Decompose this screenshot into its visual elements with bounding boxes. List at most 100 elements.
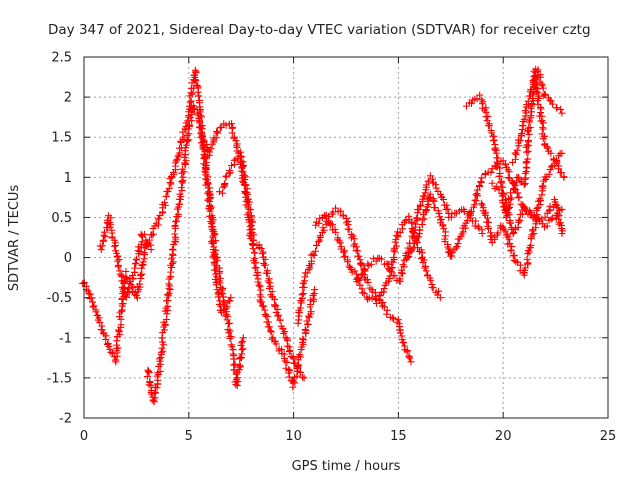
data-point	[92, 308, 100, 316]
data-point	[553, 104, 561, 112]
data-point	[391, 272, 399, 280]
data-point	[470, 201, 478, 209]
data-point	[106, 345, 114, 353]
data-point	[289, 383, 297, 391]
data-point	[285, 348, 293, 356]
data-point	[389, 314, 397, 322]
data-point	[511, 155, 519, 163]
data-point	[345, 225, 353, 233]
data-point	[332, 228, 340, 236]
data-point	[251, 264, 259, 272]
data-point	[195, 92, 203, 100]
y-tick-label: 1.5	[51, 131, 72, 146]
data-point	[221, 179, 229, 187]
data-point	[210, 230, 218, 238]
data-point	[310, 251, 318, 259]
data-point	[156, 355, 164, 363]
data-point	[554, 165, 562, 173]
data-point	[238, 346, 246, 354]
data-point	[222, 121, 230, 129]
data-point	[218, 289, 226, 297]
data-point	[412, 214, 420, 222]
data-point	[96, 318, 104, 326]
data-point	[477, 200, 485, 208]
data-point	[475, 224, 483, 232]
data-point	[360, 266, 368, 274]
data-point	[257, 286, 265, 294]
data-point	[507, 189, 515, 197]
data-point	[360, 289, 368, 297]
data-point	[157, 348, 165, 356]
x-tick-label: 20	[495, 429, 512, 444]
data-point	[237, 353, 245, 361]
data-point	[533, 80, 541, 88]
data-point	[153, 384, 161, 392]
data-point	[520, 115, 528, 123]
data-point	[272, 302, 280, 310]
data-point	[476, 183, 484, 191]
data-point	[107, 348, 115, 356]
data-point	[544, 144, 552, 152]
data-point	[299, 290, 307, 298]
data-point	[358, 285, 366, 293]
data-point	[300, 374, 308, 382]
data-point	[124, 285, 132, 293]
data-point	[501, 196, 509, 204]
data-point	[394, 316, 402, 324]
data-point	[396, 275, 404, 283]
data-point	[485, 122, 493, 130]
data-point	[115, 256, 123, 264]
data-point	[462, 102, 470, 110]
data-point	[406, 354, 414, 362]
data-point	[543, 143, 551, 151]
data-point	[236, 355, 244, 363]
data-point	[539, 182, 547, 190]
data-point	[405, 252, 413, 260]
data-point	[516, 217, 524, 225]
data-point	[159, 347, 167, 355]
data-point	[336, 239, 344, 247]
data-point	[364, 278, 372, 286]
data-point	[390, 253, 398, 261]
data-point	[549, 214, 557, 222]
data-point	[244, 198, 252, 206]
data-point	[341, 252, 349, 260]
data-point	[138, 262, 146, 270]
data-point	[556, 219, 564, 227]
data-point	[297, 304, 305, 312]
data-point	[364, 295, 372, 303]
data-point	[283, 358, 291, 366]
data-point	[206, 148, 214, 156]
data-point	[430, 197, 438, 205]
data-point	[533, 205, 541, 213]
data-point	[202, 153, 210, 161]
data-point	[524, 137, 532, 145]
data-point	[100, 231, 108, 239]
data-point	[248, 218, 256, 226]
data-point	[189, 106, 197, 114]
data-point	[272, 340, 280, 348]
data-point	[267, 327, 275, 335]
data-point	[534, 97, 542, 105]
data-point	[197, 129, 205, 137]
data-point	[471, 196, 479, 204]
data-point	[148, 231, 156, 239]
data-point	[541, 91, 549, 99]
data-point	[495, 186, 503, 194]
data-point	[183, 132, 191, 140]
data-point	[476, 91, 484, 99]
data-point	[132, 259, 140, 267]
x-tick-label: 25	[600, 429, 617, 444]
data-point	[534, 89, 542, 97]
data-point	[236, 361, 244, 369]
data-point	[513, 146, 521, 154]
data-point	[264, 269, 272, 277]
data-point	[294, 364, 302, 372]
data-point	[246, 206, 254, 214]
data-point	[110, 242, 118, 250]
data-point	[421, 262, 429, 270]
data-point	[118, 307, 126, 315]
data-point	[514, 136, 522, 144]
data-point	[472, 217, 480, 225]
